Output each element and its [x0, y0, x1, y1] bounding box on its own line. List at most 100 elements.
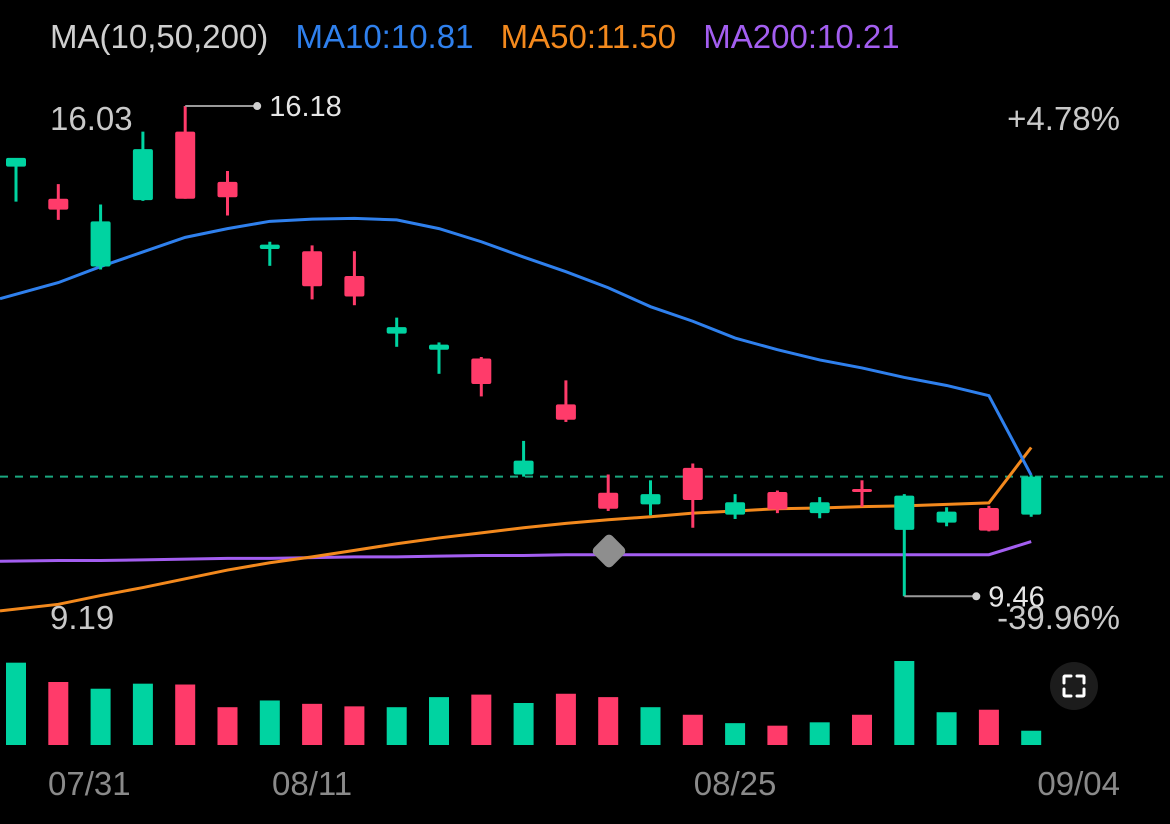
- candle-body: [767, 491, 788, 510]
- volume-bar: [809, 722, 830, 745]
- candle-body: [725, 502, 746, 515]
- volume-bar: [429, 697, 449, 745]
- candle-body: [90, 221, 111, 267]
- candle: [132, 131, 153, 201]
- candle: [302, 245, 323, 300]
- candle: [48, 184, 69, 220]
- volume-bar: [175, 684, 196, 745]
- candle-body: [429, 344, 449, 350]
- candle-body: [978, 508, 999, 531]
- candle-body: [513, 460, 534, 475]
- volume-bar: [1021, 730, 1042, 745]
- candle: [1021, 475, 1042, 517]
- candle-body: [894, 495, 915, 530]
- volume-bar: [386, 707, 407, 745]
- candle: [936, 507, 957, 527]
- high-price-label: 16.18: [269, 91, 342, 123]
- volume-bar: [767, 725, 788, 745]
- low-price-marker: 9.46: [904, 581, 1045, 613]
- ma10-line: [0, 216, 1033, 476]
- percent-axis-top: +4.78%: [1007, 100, 1120, 137]
- volume-bar: [344, 706, 365, 745]
- volume-bar: [259, 700, 280, 745]
- candle: [555, 380, 576, 422]
- candle-body: [386, 327, 407, 334]
- candle-body: [6, 157, 26, 167]
- volume-bar: [852, 714, 872, 745]
- volume-bar: [725, 723, 746, 745]
- x-tick-label: 09/04: [1037, 765, 1120, 802]
- volume-bar: [598, 697, 619, 745]
- candle-body: [598, 492, 619, 509]
- high-price-marker: 16.18: [185, 91, 342, 123]
- candle: [471, 357, 492, 397]
- candle: [767, 490, 788, 514]
- ma-legend: MA(10,50,200) MA10:10.81 MA50:11.50 MA20…: [50, 18, 918, 56]
- candle: [809, 497, 830, 519]
- price-axis-top: 16.03: [50, 100, 133, 137]
- candle: [429, 342, 449, 374]
- volume-bar: [640, 707, 661, 745]
- ma50-value: MA50:11.50: [500, 18, 677, 55]
- candle: [598, 474, 619, 511]
- ma10-value: MA10:10.81: [295, 18, 474, 55]
- candle: [344, 251, 365, 306]
- ma200-value: MA200:10.21: [703, 18, 900, 55]
- candle-body: [640, 494, 661, 505]
- percent-axis-bottom: -39.96%: [997, 599, 1120, 636]
- volume-bar: [555, 693, 576, 745]
- price-axis-bottom: 9.19: [50, 599, 115, 636]
- x-axis-ticks: 07/31 08/11 08/25 09/04: [48, 765, 1120, 802]
- volume-bar: [513, 703, 534, 745]
- candle: [6, 157, 26, 202]
- candle-body: [471, 358, 492, 385]
- candle: [259, 241, 280, 266]
- volume-bars: [6, 661, 1042, 745]
- expand-button[interactable]: [1050, 662, 1098, 710]
- volume-bar: [132, 683, 153, 745]
- low-price-label: 9.46: [988, 581, 1044, 613]
- candle-body: [936, 511, 957, 523]
- candle: [217, 170, 238, 216]
- volume-bar: [6, 662, 26, 745]
- candle: [640, 480, 661, 516]
- volume-bar: [471, 694, 492, 745]
- volume-bar: [682, 714, 703, 745]
- candle-body: [132, 149, 153, 201]
- ma200-line: [0, 540, 1032, 563]
- candle: [386, 317, 407, 347]
- candle: [513, 440, 534, 477]
- candle-body: [302, 251, 323, 287]
- x-tick-label: 08/25: [694, 765, 777, 802]
- ma-period-label: MA(10,50,200): [50, 18, 269, 55]
- candle: [682, 463, 703, 528]
- candle-body: [259, 244, 280, 250]
- volume-bar: [978, 709, 999, 745]
- volume-bar: [217, 707, 238, 745]
- expand-icon: [1062, 674, 1086, 698]
- candle-body: [48, 198, 69, 210]
- volume-bar: [48, 682, 69, 745]
- diamond-marker-icon[interactable]: [591, 533, 628, 570]
- candle: [978, 505, 999, 532]
- candle-body: [175, 131, 196, 199]
- candle-body: [809, 502, 830, 514]
- volume-bar: [894, 661, 915, 745]
- candle-body: [1021, 476, 1042, 515]
- candle-body: [852, 489, 872, 493]
- x-tick-label: 07/31: [48, 765, 131, 802]
- volume-bar: [936, 712, 957, 745]
- candle: [175, 106, 196, 199]
- candle: [894, 494, 915, 597]
- candle-body: [344, 276, 365, 297]
- candle: [90, 204, 111, 270]
- candle-body: [555, 404, 576, 420]
- x-tick-label: 08/11: [272, 765, 352, 802]
- candle: [852, 480, 872, 507]
- volume-bar: [90, 688, 111, 745]
- candles: [6, 106, 1042, 597]
- candle-body: [217, 181, 238, 198]
- candle-body: [682, 467, 703, 501]
- volume-bar: [302, 703, 323, 745]
